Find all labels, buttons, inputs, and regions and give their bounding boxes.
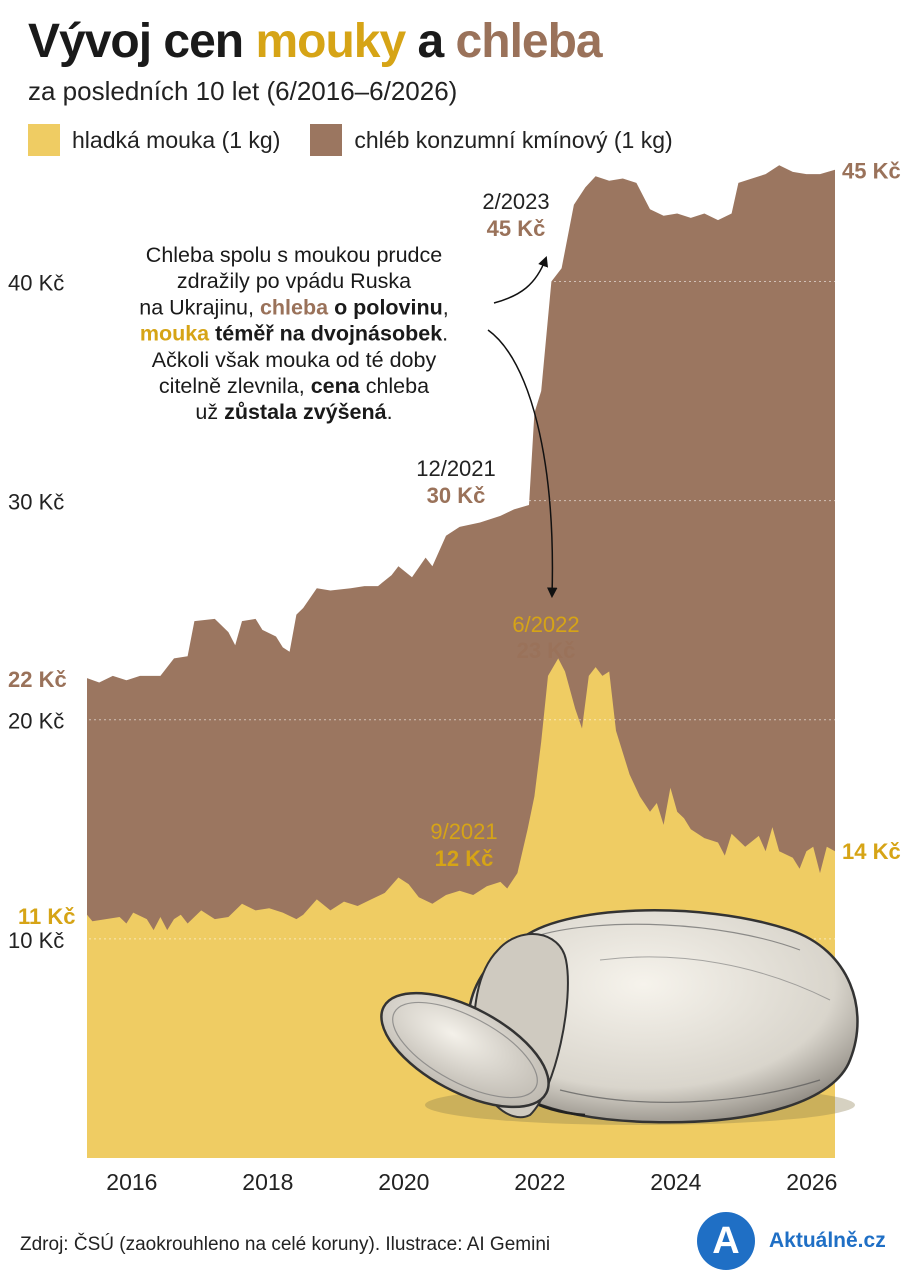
title-flour-word: mouky [255,15,406,68]
x-tick-label: 2022 [514,1169,565,1195]
note-line: citelně zlevnila, cena chleba [159,374,429,398]
title-part-2: a [405,15,456,68]
arrow-to-flour-peak [487,329,558,599]
legend-item-flour: hladká mouka (1 kg) [28,124,280,156]
note-line: už zůstala zvýšená. [195,400,392,424]
y-tick-label: 30 Kč [8,490,64,515]
bread-start-label: 22 Kč [8,667,67,692]
y-tick-label: 40 Kč [8,270,64,295]
page-title: Vývoj cen mouky a chleba [28,14,603,69]
arrow-to-bread-peak [493,256,549,304]
y-tick-label: 10 Kč [8,928,64,953]
annotation-date: 6/2022 [512,612,579,637]
annotation-value: 30 Kč [427,483,486,508]
brand-logo[interactable]: A Aktuálně.cz [697,1212,886,1270]
note-line: na Ukrajinu, chleba o polovinu, [139,295,448,319]
brand-logo-icon: A [697,1212,755,1270]
legend: hladká mouka (1 kg) chléb konzumní kmíno… [28,124,703,156]
annotation-date: 12/2021 [416,456,496,481]
brand-name: Aktuálně.cz [769,1229,886,1252]
title-part-1: Vývoj cen [28,15,256,68]
legend-label-flour: hladká mouka (1 kg) [72,126,281,153]
annotation-value: 12 Kč [435,846,494,871]
x-tick-label: 2016 [106,1169,157,1195]
flour-end-label: 14 Kč [842,839,901,864]
x-tick-label: 2020 [378,1169,429,1195]
annotation-date: 9/2021 [430,819,497,844]
legend-item-bread: chléb konzumní kmínový (1 kg) [310,124,673,156]
legend-swatch-flour [28,124,60,156]
x-tick-label: 2018 [242,1169,293,1195]
x-tick-label: 2026 [786,1169,837,1195]
annotation-value: 45 Kč [487,216,546,241]
annotation-date: 2/2023 [482,189,549,214]
flour-start-label: 11 Kč [18,904,76,929]
source-note: Zdroj: ČSÚ (zaokrouhleno na celé koruny)… [20,1234,551,1255]
annotation-value: 23 Kč [517,638,576,663]
y-tick-label: 20 Kč [8,709,64,734]
legend-swatch-bread [310,124,343,156]
bread-end-label: 45 Kč [842,159,901,184]
note-line: Ačkoli však mouka od té doby [152,348,437,372]
legend-label-bread: chléb konzumní kmínový (1 kg) [354,126,673,153]
x-tick-label: 2024 [650,1169,701,1195]
title-bread-word: chleba [455,15,603,68]
note-line: Chleba spolu s moukou prudce [146,243,442,267]
subtitle: za posledních 10 let (6/2016–6/2026) [28,76,458,106]
note-line: zdražily po vpádu Ruska [177,269,411,293]
note-line: mouka téměř na dvojnásobek. [140,322,448,346]
bread-illustration [380,909,859,1125]
